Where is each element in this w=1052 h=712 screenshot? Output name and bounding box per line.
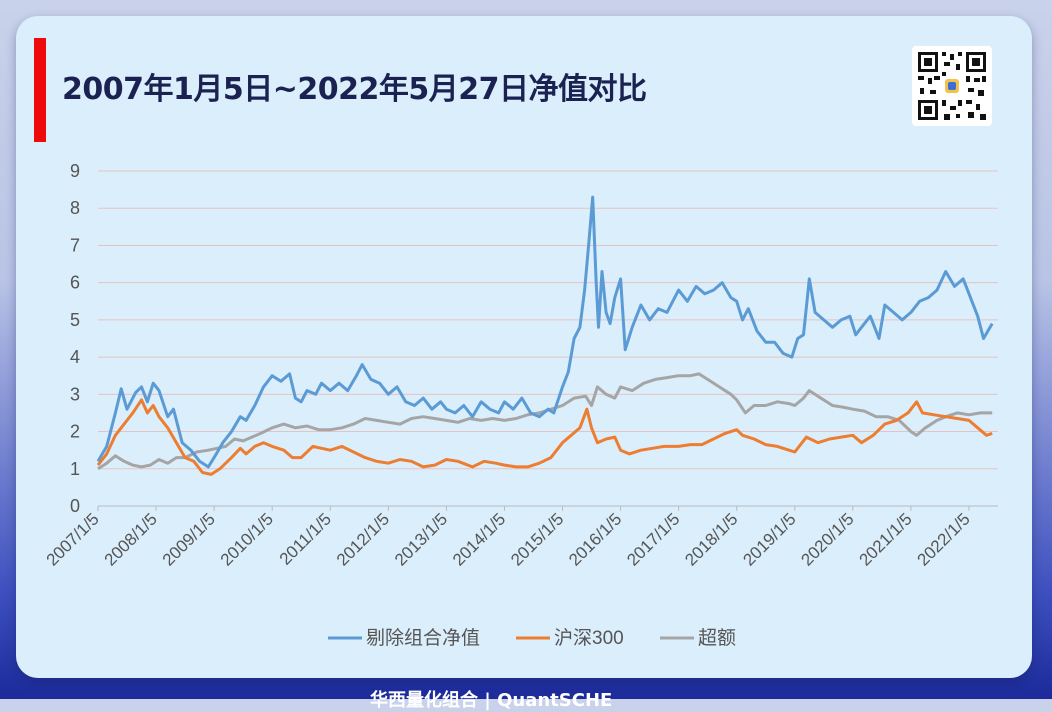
series-line-2 bbox=[96, 398, 993, 476]
y-tick-label: 3 bbox=[70, 384, 80, 404]
qr-code-icon bbox=[912, 46, 992, 126]
x-tick-label: 2009/1/5 bbox=[159, 509, 219, 569]
y-tick-label: 4 bbox=[70, 347, 80, 367]
x-tick-label: 2012/1/5 bbox=[333, 509, 393, 569]
y-tick-label: 8 bbox=[70, 198, 80, 218]
x-tick-label: 2011/1/5 bbox=[276, 509, 335, 568]
x-tick-label: 2010/1/5 bbox=[217, 509, 277, 569]
x-tick-label: 2016/1/5 bbox=[565, 509, 625, 569]
chart-title: 2007年1月5日~2022年5月27日净值对比 bbox=[62, 72, 647, 107]
y-tick-label: 7 bbox=[70, 235, 80, 255]
x-tick-label: 2015/1/5 bbox=[507, 509, 567, 569]
series-line-1 bbox=[96, 195, 994, 469]
x-tick-label: 2021/1/5 bbox=[855, 509, 915, 569]
x-tick-label: 2017/1/5 bbox=[623, 509, 683, 569]
legend-label-2: 沪深300 bbox=[554, 627, 624, 649]
x-tick-label: 2007/1/5 bbox=[43, 509, 103, 569]
x-tick-label: 2018/1/5 bbox=[681, 509, 741, 569]
series-line-3 bbox=[97, 372, 993, 471]
title-accent-bar bbox=[34, 38, 46, 142]
legend-label-1: 剔除组合净值 bbox=[366, 627, 480, 649]
legend-label-3: 超额 bbox=[698, 627, 736, 649]
y-tick-label: 6 bbox=[70, 273, 80, 293]
line-chart: 0 1 2 3 4 5 6 7 8 9 2007/1/52008/1/52009/1/52010/… bbox=[43, 161, 998, 649]
y-tick-label: 0 bbox=[70, 496, 80, 516]
x-tick-label: 2019/1/5 bbox=[739, 509, 799, 569]
x-tick-label: 2020/1/5 bbox=[797, 509, 857, 569]
footer-watermark: 华西量化组合 | QuantSCHE bbox=[370, 690, 613, 711]
y-tick-label: 2 bbox=[70, 422, 80, 442]
qr-code-graphic bbox=[918, 52, 986, 120]
x-tick-label: 2013/1/5 bbox=[391, 509, 451, 569]
y-tick-label: 9 bbox=[70, 161, 80, 181]
x-tick-label: 2008/1/5 bbox=[101, 509, 161, 569]
y-tick-label: 5 bbox=[70, 310, 80, 330]
x-tick-label: 2022/1/5 bbox=[914, 509, 974, 569]
x-tick-label: 2014/1/5 bbox=[449, 509, 509, 569]
y-tick-label: 1 bbox=[70, 459, 80, 479]
chart-card: 2007年1月5日~2022年5月27日净值对比 0 1 2 3 4 5 6 7 8 bbox=[16, 16, 1032, 678]
